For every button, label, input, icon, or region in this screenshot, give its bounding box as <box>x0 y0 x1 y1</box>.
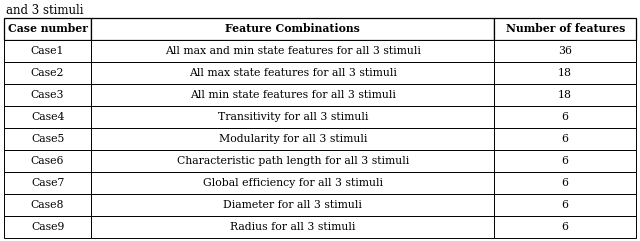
Bar <box>92 18 495 40</box>
Bar <box>4 128 92 150</box>
Text: Feature Combinations: Feature Combinations <box>225 24 360 34</box>
Text: 18: 18 <box>558 90 572 100</box>
Text: 6: 6 <box>562 200 569 210</box>
Text: Case7: Case7 <box>31 178 64 188</box>
Text: Characteristic path length for all 3 stimuli: Characteristic path length for all 3 sti… <box>177 156 409 166</box>
Text: Case3: Case3 <box>31 90 65 100</box>
Bar <box>4 216 92 238</box>
Text: Case5: Case5 <box>31 134 64 144</box>
Bar <box>4 84 92 106</box>
Bar <box>92 62 495 84</box>
Text: Global efficiency for all 3 stimuli: Global efficiency for all 3 stimuli <box>203 178 383 188</box>
Text: Transitivity for all 3 stimuli: Transitivity for all 3 stimuli <box>218 112 368 122</box>
Bar <box>92 84 495 106</box>
Bar <box>4 106 92 128</box>
Bar <box>4 40 92 62</box>
Bar <box>495 150 636 172</box>
Bar <box>495 40 636 62</box>
Bar <box>495 216 636 238</box>
Bar <box>4 194 92 216</box>
Bar <box>495 84 636 106</box>
Text: 6: 6 <box>562 156 569 166</box>
Text: 36: 36 <box>558 46 572 56</box>
Bar <box>495 194 636 216</box>
Text: Case2: Case2 <box>31 68 65 78</box>
Text: Case1: Case1 <box>31 46 65 56</box>
Bar <box>4 172 92 194</box>
Text: Case number: Case number <box>8 24 88 34</box>
Text: Radius for all 3 stimuli: Radius for all 3 stimuli <box>230 222 355 232</box>
Text: Number of features: Number of features <box>506 24 625 34</box>
Text: All min state features for all 3 stimuli: All min state features for all 3 stimuli <box>190 90 396 100</box>
Text: Case9: Case9 <box>31 222 64 232</box>
Text: All max state features for all 3 stimuli: All max state features for all 3 stimuli <box>189 68 397 78</box>
Bar <box>4 62 92 84</box>
Text: 6: 6 <box>562 134 569 144</box>
Text: Case6: Case6 <box>31 156 65 166</box>
Bar <box>4 18 92 40</box>
Bar <box>495 172 636 194</box>
Bar <box>92 172 495 194</box>
Bar <box>4 150 92 172</box>
Bar <box>495 106 636 128</box>
Text: 6: 6 <box>562 112 569 122</box>
Bar <box>92 128 495 150</box>
Text: Case8: Case8 <box>31 200 65 210</box>
Text: 6: 6 <box>562 222 569 232</box>
Text: All max and min state features for all 3 stimuli: All max and min state features for all 3… <box>165 46 420 56</box>
Text: Diameter for all 3 stimuli: Diameter for all 3 stimuli <box>223 200 362 210</box>
Bar <box>495 62 636 84</box>
Text: Modularity for all 3 stimuli: Modularity for all 3 stimuli <box>219 134 367 144</box>
Text: Case4: Case4 <box>31 112 64 122</box>
Text: 6: 6 <box>562 178 569 188</box>
Bar <box>92 194 495 216</box>
Text: and 3 stimuli: and 3 stimuli <box>6 4 83 16</box>
Bar <box>495 128 636 150</box>
Bar <box>495 18 636 40</box>
Bar <box>92 40 495 62</box>
Bar <box>92 150 495 172</box>
Bar <box>92 106 495 128</box>
Text: 18: 18 <box>558 68 572 78</box>
Bar <box>92 216 495 238</box>
